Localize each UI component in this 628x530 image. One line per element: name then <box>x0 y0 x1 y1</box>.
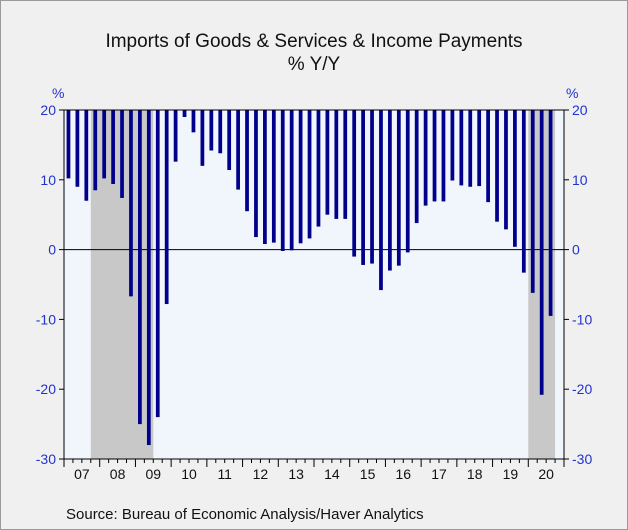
bar-2009Q4 <box>164 110 169 305</box>
bar-2017Q3 <box>441 110 446 202</box>
bar-2011Q4 <box>236 110 240 190</box>
bar-2009Q2 <box>146 110 151 446</box>
x-tick-label: 07 <box>74 466 90 482</box>
y-tick-label-left: 10 <box>40 172 56 188</box>
bar-2013Q3 <box>298 110 303 244</box>
x-tick-label: 19 <box>503 466 519 482</box>
bar-2012Q2 <box>254 110 258 238</box>
bar-2014Q3 <box>334 110 339 219</box>
y-tick-label-left: -30 <box>36 451 56 467</box>
y-tick-label-right: -30 <box>572 451 592 467</box>
x-tick-label: 20 <box>538 466 554 482</box>
bar-2017Q2 <box>432 110 437 202</box>
bar-2018Q1 <box>459 110 464 186</box>
bar-2013Q4 <box>307 110 312 239</box>
bar-2008Q4 <box>129 110 133 297</box>
bar-2007Q4 <box>93 110 98 191</box>
bar-2017Q4 <box>450 110 455 181</box>
chart-title: Imports of Goods & Services & Income Pay… <box>105 31 523 52</box>
bar-2013Q2 <box>289 110 294 251</box>
y-tick-label-left: 20 <box>40 102 56 118</box>
bar-2009Q3 <box>155 110 160 418</box>
bar-2020Q3 <box>548 110 553 316</box>
bar-2018Q3 <box>477 110 482 187</box>
bar-2008Q1 <box>102 110 107 179</box>
x-tick-label: 17 <box>431 466 447 482</box>
bar-2011Q2 <box>218 110 223 154</box>
bar-2014Q4 <box>343 110 348 219</box>
bar-2019Q3 <box>513 110 517 247</box>
bar-2007Q2 <box>75 110 80 187</box>
bar-2016Q4 <box>414 110 419 224</box>
left-axis-unit: % <box>52 85 64 101</box>
bar-2012Q1 <box>245 110 249 212</box>
bar-2020Q1 <box>530 110 535 293</box>
bar-2010Q2 <box>182 110 187 117</box>
y-tick-label-left: -10 <box>36 311 56 327</box>
bar-2016Q1 <box>388 110 392 271</box>
bar-2010Q3 <box>191 110 196 133</box>
x-tick-label: 08 <box>110 466 126 482</box>
bar-2015Q3 <box>370 110 374 264</box>
bar-2014Q2 <box>325 110 330 215</box>
y-tick-label-left: -20 <box>36 381 56 397</box>
chart-subtitle: % Y/Y <box>287 54 341 75</box>
bar-2008Q3 <box>120 110 124 198</box>
y-tick-label-right: 10 <box>572 172 588 188</box>
bar-2016Q3 <box>405 110 410 253</box>
bar-2011Q3 <box>227 110 232 171</box>
x-tick-label: 15 <box>360 466 376 482</box>
y-tick-label-right: -20 <box>572 381 592 397</box>
x-tick-label: 09 <box>145 466 161 482</box>
bar-2011Q1 <box>209 110 214 151</box>
bar-2018Q4 <box>486 110 490 203</box>
bar-2012Q3 <box>263 110 267 245</box>
x-tick-label: 14 <box>324 466 340 482</box>
bar-2016Q2 <box>396 110 401 266</box>
bar-2015Q1 <box>352 110 357 257</box>
bar-2010Q1 <box>173 110 178 162</box>
bar-2015Q2 <box>361 110 365 265</box>
bar-2017Q1 <box>423 110 428 206</box>
bar-2012Q4 <box>271 110 276 243</box>
x-tick-label: 10 <box>181 466 197 482</box>
bar-2007Q3 <box>84 110 89 201</box>
bar-2018Q2 <box>468 110 473 187</box>
bar-2020Q2 <box>539 110 544 395</box>
y-tick-label-right: 20 <box>572 102 588 118</box>
bar-2008Q2 <box>111 110 115 184</box>
y-tick-label-right: 0 <box>572 242 580 258</box>
bar-2015Q4 <box>379 110 383 291</box>
x-tick-label: 12 <box>253 466 269 482</box>
right-axis-unit: % <box>566 85 578 101</box>
x-tick-label: 16 <box>395 466 411 482</box>
bar-2007Q1 <box>66 110 71 179</box>
bar-2014Q1 <box>316 110 321 227</box>
bar-2013Q1 <box>280 110 285 251</box>
bar-2010Q4 <box>200 110 205 166</box>
x-tick-label: 18 <box>467 466 483 482</box>
bar-2009Q1 <box>138 110 142 425</box>
x-tick-label: 11 <box>217 466 232 482</box>
y-tick-label-right: -10 <box>572 311 592 327</box>
y-tick-label-left: 0 <box>48 242 56 258</box>
bar-2019Q4 <box>521 110 526 273</box>
x-tick-label: 13 <box>288 466 304 482</box>
bar-2019Q2 <box>504 110 508 230</box>
bar-2019Q1 <box>495 110 499 222</box>
source-note: Source: Bureau of Economic Analysis/Have… <box>66 506 424 523</box>
